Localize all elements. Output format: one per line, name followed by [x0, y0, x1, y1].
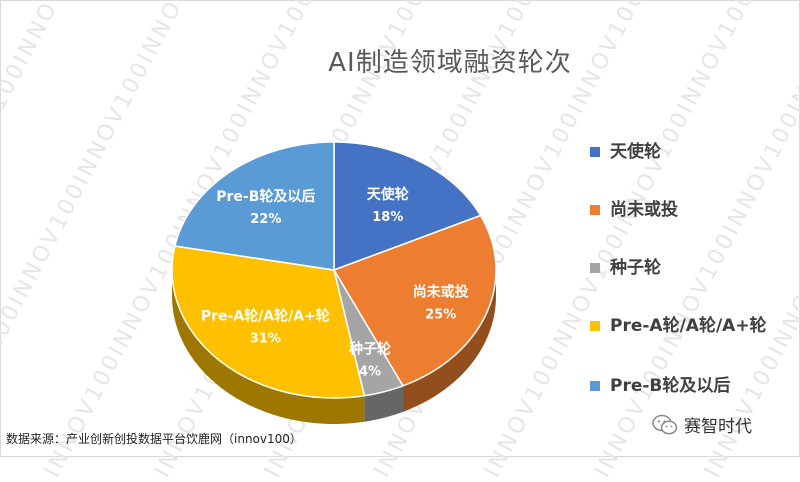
legend-label: Pre-B轮及以后 [610, 376, 731, 396]
slice-category-label: 种子轮 [348, 341, 391, 358]
pie-slice[interactable] [333, 214, 497, 387]
legend-label: 天使轮 [610, 142, 661, 162]
wechat-icon [652, 414, 678, 434]
legend-swatch [590, 205, 600, 215]
legend-swatch [590, 263, 600, 273]
legend-item[interactable]: 天使轮 [590, 140, 770, 164]
data-source-note: 数据来源：产业创新创投数据平台饮鹿网（innov100） [6, 432, 302, 446]
slice-value-label: 4% [359, 365, 381, 380]
legend-swatch [590, 147, 600, 157]
chart-title: AI制造领域融资轮次 [328, 48, 572, 78]
pie-side-Pre-A轮/A轮/A+轮 [172, 270, 365, 424]
slice-category-label: Pre-B轮及以后 [216, 188, 315, 205]
legend-label: Pre-A轮/A轮/A+轮 [610, 316, 767, 336]
legend-label: 尚未或投 [610, 200, 678, 220]
legend-item[interactable]: Pre-B轮及以后 [590, 374, 770, 398]
legend-item[interactable]: 尚未或投 [590, 198, 770, 222]
pie-slice[interactable] [333, 269, 404, 397]
pie-slices [171, 141, 497, 399]
slice-category-label: 天使轮 [367, 186, 409, 203]
slice-value-label: 25% [425, 307, 456, 322]
slice-value-label: 31% [250, 331, 281, 346]
slice-category-label: 尚未或投 [413, 283, 469, 300]
legend-label: 种子轮 [610, 258, 661, 278]
pie-slice[interactable] [174, 141, 335, 271]
pie-side-尚未或投 [402, 270, 496, 412]
legend-item[interactable]: Pre-A轮/A轮/A+轮 [590, 314, 770, 338]
slice-category-label: Pre-A轮/A轮/A+轮 [201, 307, 330, 324]
legend-swatch [590, 321, 600, 331]
pie-chart: 天使轮 18% 尚未或投 25% 种子轮 4% Pre-A轮/A轮/A+轮 31% Pre-B轮… [171, 141, 497, 424]
slice-value-label: 18% [372, 210, 403, 225]
legend-item[interactable]: 种子轮 [590, 256, 770, 280]
brand-name: 赛智时代 [684, 417, 752, 437]
pie-slice[interactable] [333, 141, 482, 271]
legend-swatch [590, 381, 600, 391]
pie-data-labels: 天使轮 18% 尚未或投 25% 种子轮 4% Pre-A轮/A轮/A+轮 31% Pre-B轮… [201, 186, 469, 380]
brand-signature: 赛智时代 [652, 412, 752, 437]
pie-slice[interactable] [171, 245, 366, 399]
slice-value-label: 22% [250, 212, 281, 227]
